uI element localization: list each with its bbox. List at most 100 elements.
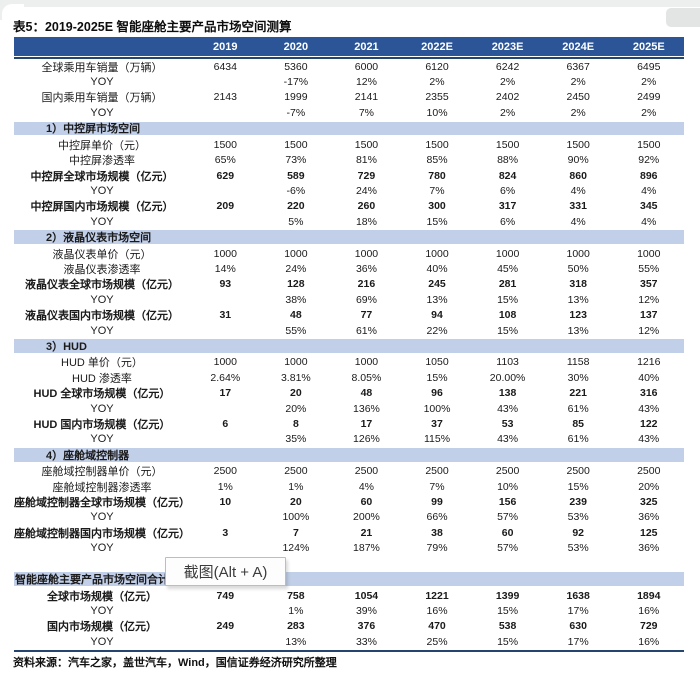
- data-cell: 824: [498, 169, 517, 182]
- scrollbar-thumb[interactable]: [666, 8, 700, 27]
- data-cell: 15%: [426, 371, 448, 384]
- data-cell: 187%: [353, 542, 380, 555]
- row-label: YOY: [90, 184, 114, 197]
- data-cell: 17: [219, 387, 232, 400]
- data-cell: 156: [498, 496, 517, 509]
- data-cell: 55%: [285, 324, 307, 337]
- row-label: 液晶仪表国内市场规模（亿元）: [25, 310, 179, 323]
- data-cell: -6%: [286, 184, 306, 197]
- data-cell: 1999: [284, 91, 308, 104]
- data-cell: 25%: [426, 635, 448, 648]
- data-cell: 1500: [213, 138, 237, 151]
- data-cell: 896: [639, 169, 658, 182]
- data-cell: 1158: [566, 356, 590, 369]
- table-row: YOY 55% 61% 22% 15% 13% 12%: [14, 323, 684, 338]
- row-label: 中控屏国内市场规模（亿元）: [30, 201, 174, 214]
- data-cell: 88%: [497, 154, 519, 167]
- section-header-row: 2）液晶仪表市场空间: [14, 229, 684, 246]
- data-cell: 1500: [495, 138, 520, 151]
- data-cell: 15%: [497, 324, 519, 337]
- screenshot-tooltip: 截图(Alt + A): [165, 557, 286, 586]
- data-cell: 36%: [638, 542, 660, 555]
- data-cell: 22%: [426, 324, 448, 337]
- data-cell: 260: [357, 200, 376, 213]
- data-cell: 100%: [423, 402, 451, 415]
- table-body: 全球乘用车销量（万辆） 6434 5360 6000 6120 6242 6367 6495 Y…: [14, 59, 684, 649]
- data-cell: 15%: [497, 293, 519, 306]
- data-cell: 4%: [641, 184, 657, 197]
- data-cell: 81%: [355, 154, 377, 167]
- row-label: YOY: [90, 76, 114, 89]
- data-cell: 15%: [497, 635, 519, 648]
- data-cell: 53%: [567, 511, 589, 524]
- section-header-label: 4）座舱域控制器: [46, 449, 130, 462]
- data-cell: 24%: [355, 184, 377, 197]
- data-cell: 5%: [288, 215, 304, 228]
- data-cell: 61%: [355, 324, 377, 337]
- year-column-header: 2021: [354, 40, 379, 53]
- data-cell: 2500: [495, 465, 520, 478]
- data-cell: 108: [498, 309, 517, 322]
- data-cell: 860: [569, 169, 587, 182]
- data-cell: 94: [431, 309, 443, 322]
- data-cell: 2500: [354, 465, 379, 478]
- data-cell: 316: [639, 387, 658, 400]
- data-cell: 589: [287, 169, 305, 182]
- data-cell: 115%: [423, 433, 451, 446]
- data-cell: 4%: [358, 480, 375, 493]
- data-cell: 2500: [284, 465, 308, 478]
- data-cell: 4%: [641, 215, 657, 228]
- table-row: YOY -7% 7% 10% 2% 2% 2%: [14, 105, 684, 120]
- data-cell: 2%: [641, 106, 657, 119]
- data-cell: 216: [357, 278, 376, 291]
- table-row: 液晶仪表国内市场规模（亿元） 31 48 77 94 108 123 137: [14, 307, 684, 322]
- row-label: 座舱域控制器渗透率: [52, 481, 152, 494]
- data-cell: 21: [360, 526, 373, 539]
- table-row: HUD 渗透率 2.64% 3.81% 8.05% 15% 20.00% 30% 40%: [14, 370, 684, 385]
- data-cell: 18%: [355, 215, 377, 228]
- data-cell: 2%: [570, 106, 586, 119]
- data-cell: 200%: [353, 511, 380, 524]
- data-cell: 1399: [495, 589, 520, 602]
- data-cell: 15%: [426, 215, 448, 228]
- data-cell: 38: [431, 526, 443, 539]
- data-cell: 8.05%: [351, 371, 382, 384]
- data-cell: 758: [287, 589, 305, 602]
- page-top-strip: [0, 0, 700, 7]
- row-label: YOY: [90, 402, 114, 415]
- data-cell: 15%: [497, 604, 519, 617]
- row-label: 座舱域控制器全球市场规模（亿元）: [14, 497, 190, 510]
- data-cell: 2500: [637, 465, 661, 478]
- data-cell: 1103: [496, 356, 519, 369]
- data-cell: 470: [428, 620, 446, 633]
- data-cell: 249: [216, 620, 235, 633]
- data-cell: 17: [360, 418, 373, 430]
- data-cell: 1500: [637, 138, 661, 151]
- data-cell: 35%: [285, 433, 307, 446]
- row-label: YOY: [90, 215, 114, 228]
- data-cell: 1000: [425, 247, 449, 260]
- data-cell: 17%: [567, 635, 589, 648]
- data-cell: 128: [287, 278, 305, 291]
- data-cell: 15%: [567, 480, 589, 493]
- table-row: YOY 100% 200% 66% 57% 53% 36%: [14, 510, 684, 525]
- data-cell: 99: [431, 496, 443, 509]
- data-cell: 629: [216, 169, 235, 182]
- data-cell: 93: [219, 278, 232, 291]
- spacer-row: [14, 556, 684, 571]
- screenshot-tooltip-label: 截图(Alt + A): [183, 564, 268, 581]
- data-cell: 48: [290, 309, 302, 322]
- row-label: HUD 国内市场规模（亿元）: [33, 419, 171, 432]
- section-header-label: 3）HUD: [46, 341, 87, 353]
- data-cell: 38%: [285, 293, 307, 306]
- header-rule: [14, 57, 684, 59]
- data-cell: 55%: [638, 262, 660, 275]
- year-column-header: 2020: [283, 40, 309, 53]
- data-cell: 60: [501, 526, 514, 539]
- data-cell: 2450: [566, 91, 590, 104]
- table-row: 中控屏渗透率 65% 73% 81% 85% 88% 90% 92%: [14, 152, 684, 167]
- data-cell: 16%: [426, 604, 448, 617]
- data-cell: 1000: [284, 356, 308, 369]
- table-row: 液晶仪表全球市场规模（亿元） 93 128 216 245 281 318 357: [14, 277, 684, 292]
- table-row: YOY -17% 12% 2% 2% 2% 2%: [14, 74, 684, 89]
